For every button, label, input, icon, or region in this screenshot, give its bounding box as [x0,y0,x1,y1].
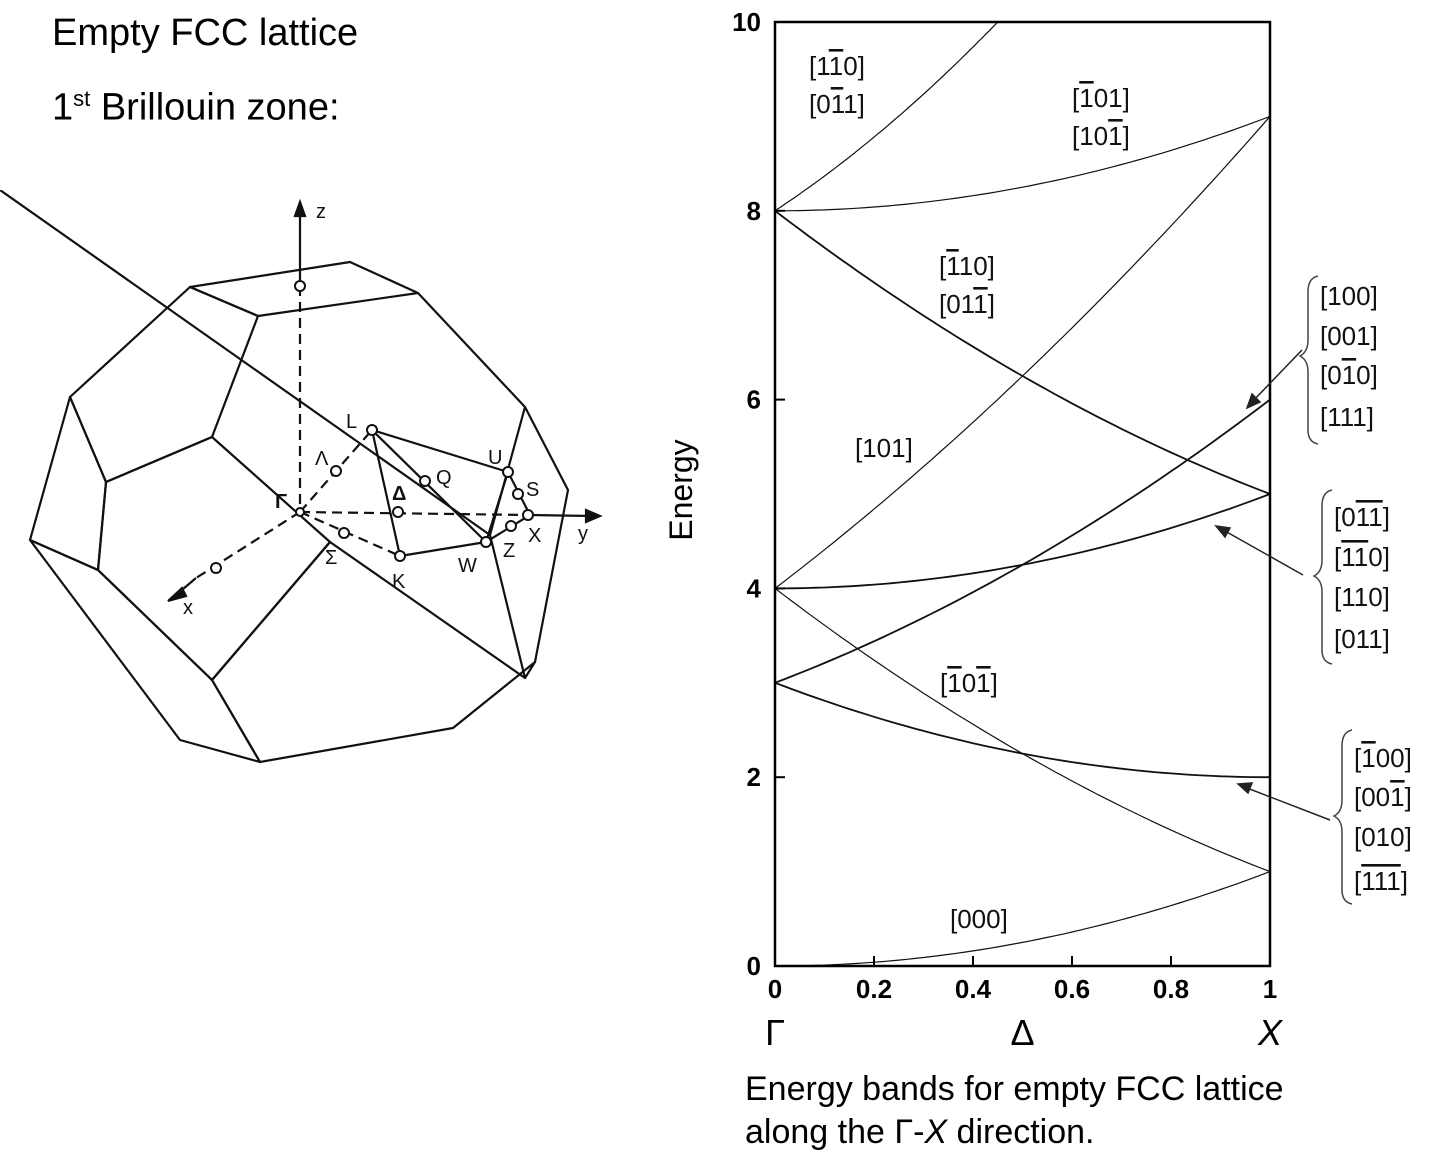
band-line-0 [775,871,1271,967]
point-k: K [392,571,406,593]
label-01-bar1: [011] [939,289,995,319]
point-s: S [526,479,539,501]
series-layer [774,21,1271,967]
axis-label-x: x [183,597,193,619]
label-bar1-01: [101] [1072,83,1130,113]
point-lambda: Λ [315,448,329,470]
label-1-10: [110] [809,51,865,81]
point-l: L [346,411,357,433]
group3-label-bar100: [100] [1354,743,1412,773]
subtitle-rest: Brillouin zone: [90,86,340,129]
group2-label-110: [110] [1334,582,1390,612]
x-tick-label-4: 0.8 [1153,974,1189,1004]
point-sigma: Σ [325,547,337,569]
subtitle: 1st Brillouin zone: [52,86,340,130]
x-tick-label-5: 1 [1263,974,1277,1004]
k-point-gamma: Γ [765,1012,785,1053]
y-tick-label-0: 0 [747,951,761,981]
label-0-11: [011] [809,89,865,119]
group2-label-0-1-1: [011] [1334,502,1390,532]
label-bar1-10: [110] [939,251,995,281]
y-tick-label-2: 4 [747,573,762,603]
band-line-3 [775,493,1271,590]
brillouin-zone-diagram: z y x Γ Λ L Δ Q U S X Z W K Σ [0,190,603,764]
x-tick-label-1: 0.2 [856,974,892,1004]
point-q: Q [436,467,452,489]
x-tick-label-0: 0 [768,974,782,1004]
figure-caption: Energy bands for empty FCC lattice along… [745,1068,1284,1154]
zone-outline [0,190,570,764]
page-title: Empty FCC lattice [52,12,359,54]
group1-label-001: [001] [1320,321,1378,351]
group1-label-111: [111] [1320,402,1374,432]
label-arrows [1214,349,1331,821]
band-line-1 [774,587,1271,873]
y-axis-label: Energy [663,439,699,540]
group1-label-0-10: [010] [1320,360,1378,390]
band-line-4 [774,398,1271,684]
band-line-6 [774,210,1271,495]
symmetry-points [210,280,534,574]
label-braces [1298,275,1353,905]
group3-label-00bar1: [001] [1354,782,1412,812]
point-x: X [528,525,541,547]
subtitle-superscript: st [73,86,91,111]
k-point-x: X [1257,1012,1284,1053]
point-delta: Δ [392,483,406,505]
y-tick-label-1: 2 [747,762,761,792]
band-line-2 [774,681,1270,779]
x-tick-label-2: 0.4 [955,974,992,1004]
plot-frame [773,20,1272,968]
subtitle-prefix: 1 [52,86,74,129]
label-bar10bar1: [101] [940,668,998,698]
x-tick-label-3: 0.6 [1054,974,1090,1004]
point-z: Z [503,540,515,562]
y-tick-label-3: 6 [747,385,761,415]
label-000: [000] [950,904,1008,934]
y-tick-label-5: 10 [732,7,761,37]
point-u: U [488,447,502,469]
axis-label-y: y [578,523,588,545]
group3-label-bar111: [111] [1354,866,1408,896]
point-w: W [458,555,477,577]
band-line-8 [774,21,999,212]
point-gamma: Γ [275,491,287,513]
group2-label-011: [011] [1334,624,1390,654]
group1-label-100: [100] [1320,281,1378,311]
label-101: [101] [855,433,913,463]
y-tick-label-4: 8 [747,196,761,226]
band-line-7 [775,115,1271,212]
caption-line-2: along the Γ-X direction. [745,1113,1095,1151]
group3-label-010: [010] [1354,822,1412,852]
label-10-bar1: [101] [1072,121,1130,151]
axis-label-z: z [316,201,326,223]
group2-label-1-1-0: [110] [1334,542,1390,572]
caption-line-1: Energy bands for empty FCC lattice [745,1070,1284,1108]
k-point-delta: Δ [1010,1012,1034,1053]
